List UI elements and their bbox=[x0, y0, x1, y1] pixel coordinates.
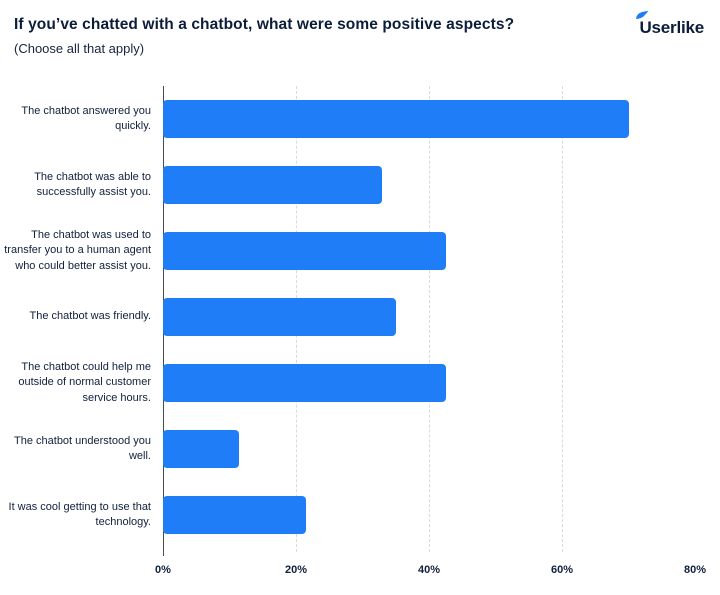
chart-subtitle: (Choose all that apply) bbox=[14, 41, 145, 56]
bar-track bbox=[163, 298, 695, 336]
x-axis-tick-label: 60% bbox=[550, 564, 574, 576]
x-axis-tick-label: 20% bbox=[284, 564, 308, 576]
bar bbox=[163, 298, 396, 336]
bar-track bbox=[163, 430, 695, 468]
chart-row: It was cool getting to use that technolo… bbox=[0, 482, 720, 548]
bar-chart: The chatbot answered you quickly. The cha… bbox=[0, 86, 720, 582]
bar-label: The chatbot could help me outside of nor… bbox=[18, 360, 151, 404]
userlike-logo: Userlike bbox=[636, 11, 704, 38]
userlike-logo-text: Userlike bbox=[636, 11, 704, 38]
bar bbox=[163, 364, 446, 402]
bar-label: The chatbot was able to successfully ass… bbox=[34, 170, 151, 198]
chart-row: The chatbot was friendly. bbox=[0, 284, 720, 350]
chart-rows: The chatbot answered you quickly. The cha… bbox=[0, 86, 720, 548]
userlike-logo-mark-icon bbox=[636, 11, 649, 19]
bar bbox=[163, 166, 383, 204]
bar-label: The chatbot understood you well. bbox=[14, 434, 151, 462]
bar bbox=[163, 100, 629, 138]
x-axis: 0% 20% 40% 60% 80% bbox=[155, 564, 706, 582]
bar-track bbox=[163, 232, 695, 270]
bar-track bbox=[163, 100, 695, 138]
bar-track bbox=[163, 166, 695, 204]
chart-row: The chatbot could help me outside of nor… bbox=[0, 350, 720, 416]
chart-row: The chatbot understood you well. bbox=[0, 416, 720, 482]
x-axis-tick-label: 80% bbox=[683, 564, 707, 576]
bar-label: The chatbot was used to transfer you to … bbox=[4, 228, 151, 272]
gridline bbox=[562, 86, 563, 552]
bar-label: It was cool getting to use that technolo… bbox=[8, 500, 151, 528]
chart-title: If you’ve chatted with a chatbot, what w… bbox=[14, 16, 515, 33]
gridline bbox=[429, 86, 430, 552]
x-axis-tick-label: 0% bbox=[155, 564, 171, 576]
bar-label: The chatbot was friendly. bbox=[29, 310, 151, 323]
userlike-logo-word: Userlike bbox=[639, 18, 704, 37]
x-axis-tick-label: 40% bbox=[417, 564, 441, 576]
bar bbox=[163, 496, 306, 534]
bar-track bbox=[163, 364, 695, 402]
chart-row: The chatbot answered you quickly. bbox=[0, 86, 720, 152]
chart-row: The chatbot was able to successfully ass… bbox=[0, 152, 720, 218]
bar-label: The chatbot answered you quickly. bbox=[21, 104, 151, 132]
chart-header: If you’ve chatted with a chatbot, what w… bbox=[14, 16, 706, 56]
bar bbox=[163, 232, 446, 270]
bar-track bbox=[163, 496, 695, 534]
chart-row: The chatbot was used to transfer you to … bbox=[0, 218, 720, 284]
bar bbox=[163, 430, 240, 468]
